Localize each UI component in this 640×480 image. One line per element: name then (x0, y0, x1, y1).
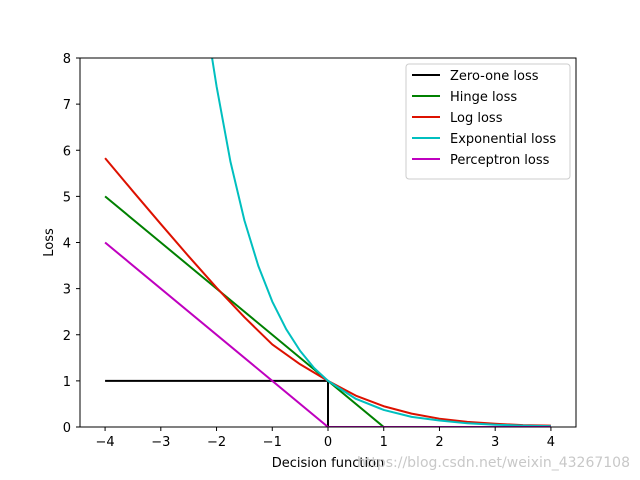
x-tick-label: 0 (324, 435, 332, 450)
y-axis-ticks: 0 1 2 3 4 5 6 7 8 (63, 52, 80, 436)
x-axis-label: Decision function (272, 456, 385, 471)
y-tick-label: 6 (63, 144, 71, 159)
legend-box (405, 63, 571, 180)
x-tick-label: −1 (263, 435, 282, 450)
y-tick-label: 4 (63, 237, 71, 252)
x-tick-label: 1 (380, 435, 388, 450)
x-tick-label: 3 (491, 435, 499, 450)
legend-entry-label: Perceptron loss (450, 153, 550, 168)
legend-entry-label: Hinge loss (450, 90, 517, 105)
series-line-exponential-loss (211, 58, 551, 427)
legend-entry-label: Zero-one loss (450, 69, 539, 84)
x-axis-ticks: −4 −3 −2 −1 0 1 2 3 4 (95, 427, 555, 450)
series-line-perceptron-loss (104, 241, 551, 427)
y-tick-label: 7 (63, 98, 71, 113)
x-tick-label: 2 (435, 435, 443, 450)
legend-entry-label: Log loss (450, 111, 503, 126)
watermark-text: https://blog.csdn.net/weixin_43267108 (357, 455, 630, 471)
y-tick-label: 2 (63, 329, 71, 344)
y-tick-label: 8 (63, 52, 71, 67)
x-tick-label: 4 (547, 435, 555, 450)
series-line-zero-one-loss (105, 379, 551, 427)
legend: Zero-one loss Hinge loss Log loss Exponenti… (405, 63, 571, 180)
legend-entry-label: Exponential loss (450, 132, 556, 147)
y-tick-label: 0 (63, 421, 71, 436)
y-tick-label: 3 (63, 283, 71, 298)
y-tick-label: 1 (63, 375, 71, 390)
x-tick-label: −3 (151, 435, 170, 450)
x-tick-label: −2 (207, 435, 226, 450)
plot-lines (104, 58, 551, 427)
y-axis-label: Loss (42, 228, 57, 257)
y-tick-label: 5 (63, 190, 71, 205)
x-tick-label: −4 (95, 435, 114, 450)
